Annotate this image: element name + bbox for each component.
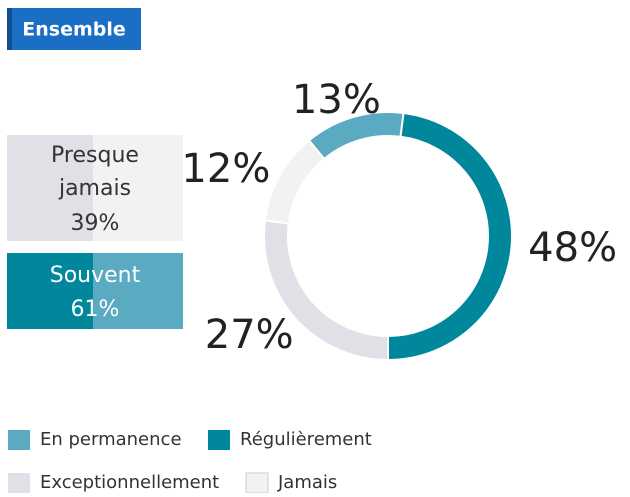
summary-box bbox=[93, 253, 183, 329]
title-accent bbox=[7, 8, 12, 50]
donut-segment bbox=[387, 111, 513, 362]
legend-label: Exceptionnellement bbox=[40, 472, 219, 493]
legend-swatch bbox=[8, 430, 30, 450]
legend-swatch bbox=[8, 473, 30, 493]
legend-label: Régulièrement bbox=[240, 429, 372, 450]
data-label: 13% bbox=[292, 77, 381, 123]
title-box bbox=[7, 8, 141, 50]
summary-label: Souvent bbox=[50, 263, 141, 288]
data-label: 27% bbox=[205, 312, 294, 358]
chart-title: Ensemble bbox=[22, 19, 126, 41]
legend-label: Jamais bbox=[277, 472, 337, 493]
donut-segment bbox=[263, 139, 326, 225]
data-label: 48% bbox=[528, 225, 617, 271]
legend-swatch bbox=[245, 472, 269, 494]
legend-swatch bbox=[208, 430, 230, 450]
summary-box bbox=[93, 135, 183, 241]
legend-label: En permanence bbox=[40, 429, 182, 450]
summary-box bbox=[7, 253, 93, 329]
summary-value: 61% bbox=[71, 297, 120, 322]
summary-value: 39% bbox=[71, 211, 120, 236]
summary-box bbox=[7, 135, 93, 241]
data-label: 12% bbox=[181, 146, 270, 192]
summary-label: Presque jamais bbox=[51, 143, 139, 201]
